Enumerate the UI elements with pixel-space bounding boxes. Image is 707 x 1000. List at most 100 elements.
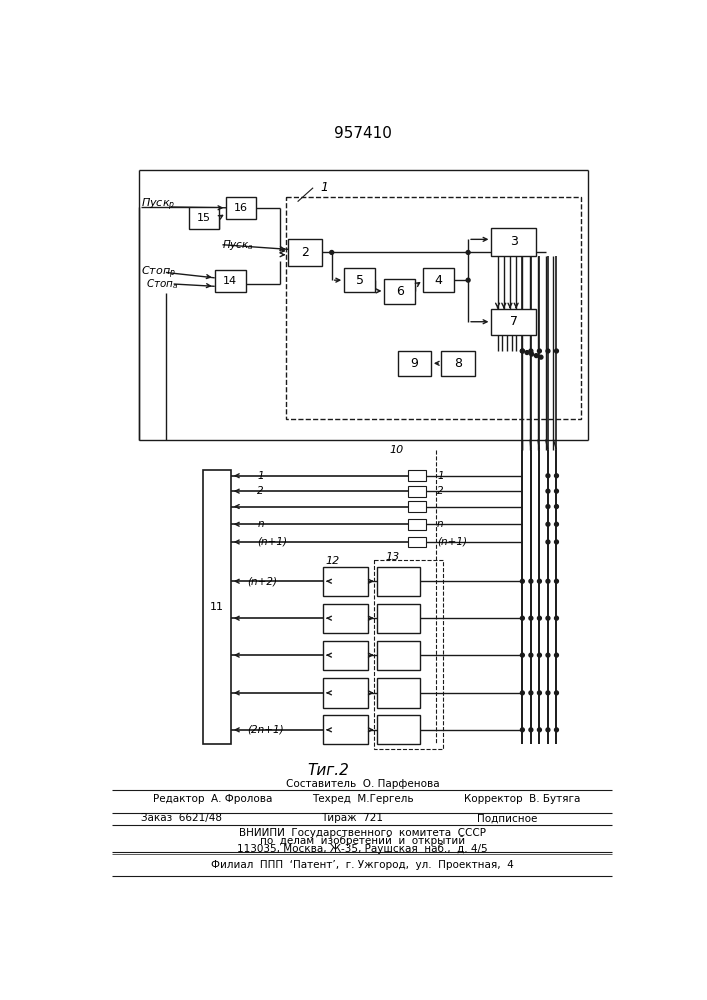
Circle shape xyxy=(546,505,550,508)
Circle shape xyxy=(546,691,550,695)
Circle shape xyxy=(466,251,470,254)
Text: 11: 11 xyxy=(210,602,224,612)
Text: Техред  М.Гергель: Техред М.Гергель xyxy=(312,794,414,804)
Bar xyxy=(323,567,368,596)
Bar xyxy=(377,678,420,708)
Circle shape xyxy=(546,474,550,478)
Circle shape xyxy=(537,728,542,732)
Circle shape xyxy=(554,579,559,583)
Text: 113035, Москва, Ж-35, Раушская  наб.,  д. 4/5: 113035, Москва, Ж-35, Раушская наб., д. … xyxy=(238,844,488,854)
Circle shape xyxy=(530,352,534,356)
Text: 3: 3 xyxy=(510,235,518,248)
Circle shape xyxy=(537,616,542,620)
Bar xyxy=(409,486,426,497)
Text: $Стоп_а$: $Стоп_а$ xyxy=(146,277,179,291)
Text: Филиал  ППП  ‘Патент’,  г. Ужгород,  ул.  Проектная,  4: Филиал ППП ‘Патент’, г. Ужгород, ул. Про… xyxy=(211,860,514,870)
Circle shape xyxy=(529,579,533,583)
Bar xyxy=(323,604,368,633)
Circle shape xyxy=(537,653,542,657)
Bar xyxy=(409,470,426,481)
Text: 5: 5 xyxy=(356,274,363,287)
Text: Заказ  6621/48: Заказ 6621/48 xyxy=(141,813,222,823)
Text: 14: 14 xyxy=(223,276,238,286)
Circle shape xyxy=(329,251,334,254)
Bar xyxy=(491,309,537,335)
Circle shape xyxy=(520,349,525,353)
Bar xyxy=(373,560,443,749)
Bar xyxy=(409,537,426,547)
Circle shape xyxy=(554,474,559,478)
Circle shape xyxy=(520,616,525,620)
Circle shape xyxy=(537,349,542,353)
Bar xyxy=(377,641,420,670)
Text: 1: 1 xyxy=(437,471,444,481)
Text: $Пуск_а$: $Пуск_а$ xyxy=(223,238,255,252)
Circle shape xyxy=(539,355,543,359)
Bar xyxy=(286,197,580,419)
Bar xyxy=(203,470,231,744)
Circle shape xyxy=(554,691,559,695)
Text: 16: 16 xyxy=(234,203,248,213)
Text: 10: 10 xyxy=(390,445,404,455)
Circle shape xyxy=(529,616,533,620)
Bar xyxy=(377,567,420,596)
Circle shape xyxy=(546,579,550,583)
Bar xyxy=(398,351,431,376)
Circle shape xyxy=(534,354,538,358)
Circle shape xyxy=(546,489,550,493)
Text: (n+2): (n+2) xyxy=(247,576,277,586)
Text: (2n+1): (2n+1) xyxy=(247,725,284,735)
Bar xyxy=(441,351,475,376)
Circle shape xyxy=(554,616,559,620)
Circle shape xyxy=(546,653,550,657)
Bar xyxy=(323,715,368,744)
Text: Подписное: Подписное xyxy=(477,813,537,823)
Circle shape xyxy=(554,540,559,544)
Circle shape xyxy=(554,349,559,353)
Text: Тираж  721: Тираж 721 xyxy=(321,813,383,823)
Bar xyxy=(409,519,426,530)
Circle shape xyxy=(554,505,559,508)
Bar xyxy=(226,197,256,219)
Circle shape xyxy=(466,278,470,282)
Circle shape xyxy=(554,728,559,732)
Circle shape xyxy=(537,691,542,695)
Text: n: n xyxy=(437,519,444,529)
Circle shape xyxy=(554,653,559,657)
Text: Корректор  В. Бутяга: Корректор В. Бутяга xyxy=(464,794,580,804)
Bar xyxy=(344,268,375,292)
Bar xyxy=(491,228,537,256)
Circle shape xyxy=(546,616,550,620)
Circle shape xyxy=(529,653,533,657)
Circle shape xyxy=(529,728,533,732)
Text: n: n xyxy=(257,519,264,529)
Circle shape xyxy=(520,653,525,657)
Bar xyxy=(409,501,426,512)
Circle shape xyxy=(554,489,559,493)
Text: по  делам  изобретений  и  открытий: по делам изобретений и открытий xyxy=(260,836,465,846)
Bar xyxy=(215,270,246,292)
Text: 9: 9 xyxy=(411,357,419,370)
Text: 2: 2 xyxy=(437,486,444,496)
Circle shape xyxy=(529,349,533,353)
Text: 4: 4 xyxy=(435,274,443,287)
Text: 15: 15 xyxy=(197,213,211,223)
Bar xyxy=(377,715,420,744)
Text: (n+1): (n+1) xyxy=(437,537,467,547)
Circle shape xyxy=(546,522,550,526)
Text: 8: 8 xyxy=(454,357,462,370)
Circle shape xyxy=(546,349,550,353)
Text: 13: 13 xyxy=(386,552,400,562)
Text: $Стоп_р$: $Стоп_р$ xyxy=(141,264,176,281)
Bar xyxy=(288,239,322,266)
Text: 1: 1 xyxy=(321,181,329,194)
Circle shape xyxy=(537,579,542,583)
Text: ВНИИПИ  Государственного  комитета  СССР: ВНИИПИ Государственного комитета СССР xyxy=(239,828,486,838)
Text: 2: 2 xyxy=(257,486,264,496)
Circle shape xyxy=(554,522,559,526)
Circle shape xyxy=(520,691,525,695)
Circle shape xyxy=(520,728,525,732)
Text: $Пуск_р$: $Пуск_р$ xyxy=(141,196,175,213)
Text: 1: 1 xyxy=(257,471,264,481)
Bar xyxy=(385,279,416,304)
